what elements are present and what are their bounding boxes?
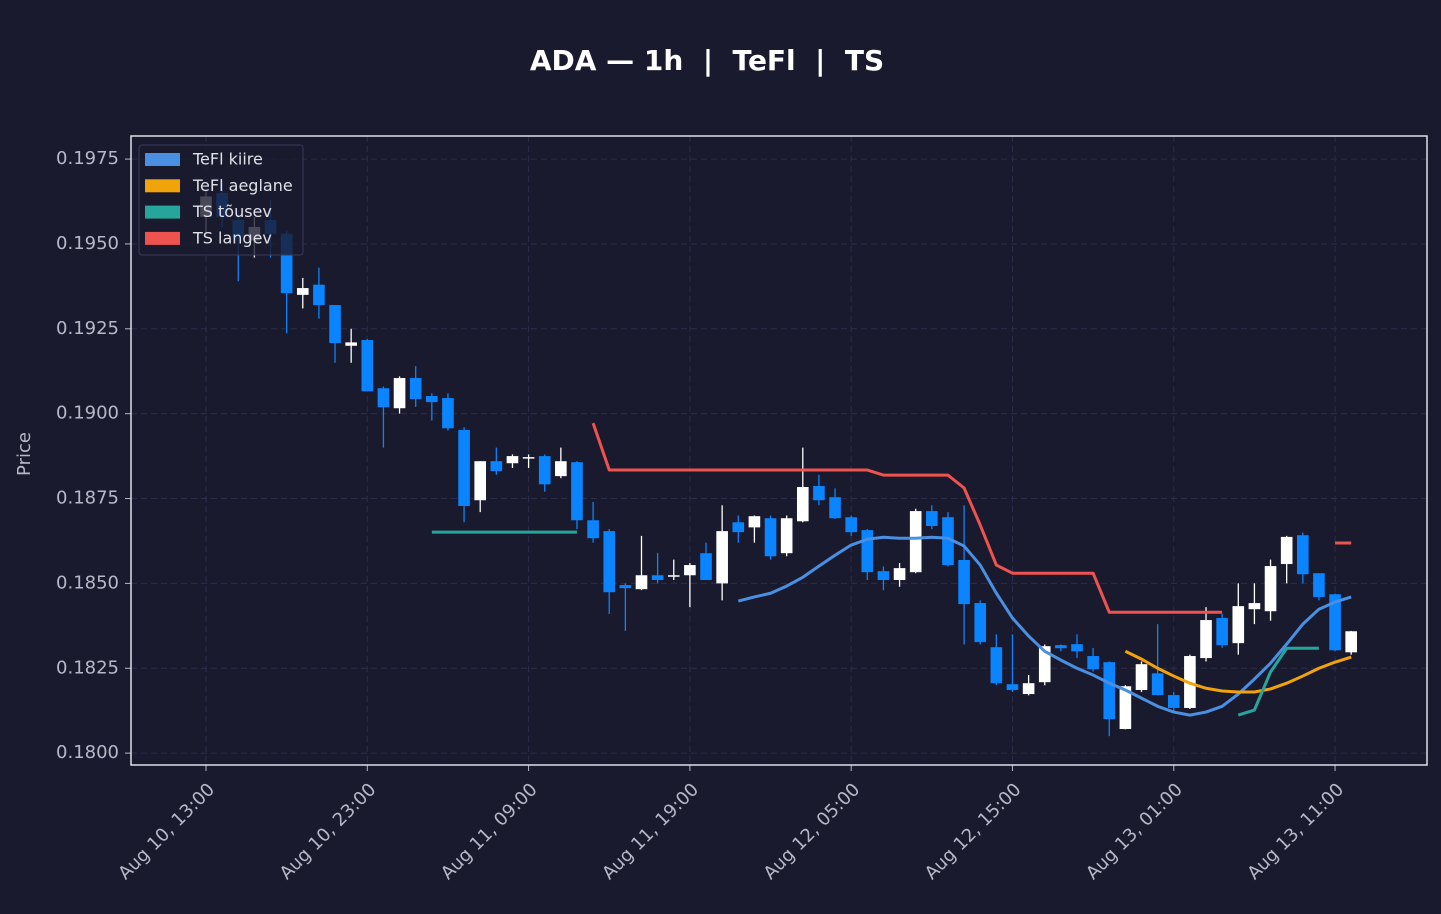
candle-body	[813, 485, 825, 501]
candle-body	[1216, 618, 1228, 646]
candle-body	[1006, 684, 1019, 690]
candle-body	[1038, 646, 1051, 683]
candle-body	[1087, 656, 1099, 670]
candle-body	[587, 520, 599, 539]
y-tick-label: 0.1900	[56, 403, 119, 424]
y-tick-label: 0.1975	[56, 148, 119, 169]
candle-body	[474, 461, 487, 501]
candle-body	[555, 461, 567, 477]
legend-label: TS langev	[192, 228, 272, 247]
candle-body	[619, 585, 632, 589]
candle-body	[329, 305, 341, 344]
candle-body	[1232, 606, 1245, 644]
legend-swatch	[145, 179, 180, 193]
candle-body	[716, 531, 728, 584]
candle-body	[1248, 603, 1261, 610]
legend-label: TS tõusev	[192, 202, 272, 221]
candle-body	[748, 516, 761, 528]
indicator-line	[1237, 646, 1319, 717]
candle-body	[1313, 573, 1325, 597]
indicator-line	[737, 535, 1352, 717]
candle-body	[1119, 686, 1132, 730]
legend-swatch	[145, 205, 180, 219]
candle-body	[1071, 644, 1083, 652]
candle-body	[635, 575, 648, 590]
candle-body	[458, 429, 470, 506]
y-tick-label: 0.1825	[56, 657, 119, 678]
candle-body	[684, 565, 696, 576]
y-tick-label: 0.1950	[56, 233, 119, 254]
candle-body	[974, 603, 987, 643]
candle-body	[909, 511, 922, 573]
legend-swatch	[145, 231, 180, 245]
candle-body	[296, 288, 309, 295]
y-tick-label: 0.1800	[56, 742, 119, 763]
candle-body	[942, 517, 954, 566]
candle-body	[877, 571, 890, 580]
candle-body	[861, 530, 874, 573]
candle-body	[990, 647, 1003, 684]
candle-body	[1329, 594, 1341, 651]
candle-body	[796, 486, 809, 522]
candle-body	[490, 461, 503, 472]
candle-body	[829, 497, 841, 519]
candle-body	[1151, 673, 1164, 696]
candle-body	[1200, 620, 1212, 659]
legend-swatch	[145, 153, 180, 166]
candle-body	[958, 559, 970, 605]
candle-body	[571, 462, 583, 521]
legend-label: TeFl aeglane	[192, 176, 293, 195]
candle-body	[345, 342, 357, 346]
indicator-line	[1124, 649, 1352, 694]
candle-body	[893, 568, 906, 580]
y-tick-label: 0.1875	[56, 488, 119, 509]
y-tick-label: 0.1925	[56, 318, 119, 339]
candle-body	[926, 511, 938, 527]
legend-frame	[138, 144, 304, 256]
candle-body	[845, 517, 857, 533]
y-tick-label: 0.1850	[56, 572, 119, 593]
candle-body	[409, 378, 422, 400]
candle-body	[506, 456, 519, 464]
candle-body	[1167, 695, 1180, 708]
candle-body	[780, 518, 793, 554]
candle-body	[764, 518, 777, 557]
candle-body	[1103, 662, 1116, 720]
candle-body	[1055, 645, 1067, 649]
chart-title: ADA — 1h | TeFl | TS	[530, 44, 884, 77]
candle-body	[280, 233, 293, 294]
candle-body	[361, 340, 374, 392]
candle-body	[313, 284, 325, 306]
candle-body	[603, 531, 616, 593]
candle-body	[1135, 664, 1148, 690]
legend-label: TeFl kiire	[192, 150, 263, 169]
candle-body	[700, 553, 712, 580]
indicator-line	[591, 422, 1223, 614]
plot-frame	[130, 135, 1428, 766]
candle-body	[442, 398, 454, 429]
candle-body	[393, 378, 406, 409]
candle-body	[1345, 631, 1357, 653]
candle-body	[1022, 683, 1035, 695]
candle-body	[426, 396, 438, 403]
candle-body	[538, 456, 551, 485]
candle-body	[1264, 566, 1277, 612]
candle-body	[732, 522, 745, 533]
candle-body	[651, 575, 664, 580]
candle-body	[667, 575, 680, 577]
candle-body	[1296, 535, 1309, 575]
candle-body	[1280, 536, 1293, 565]
candle-body	[522, 457, 535, 459]
candle-body	[377, 388, 390, 408]
y-axis-label: Price	[14, 432, 35, 476]
